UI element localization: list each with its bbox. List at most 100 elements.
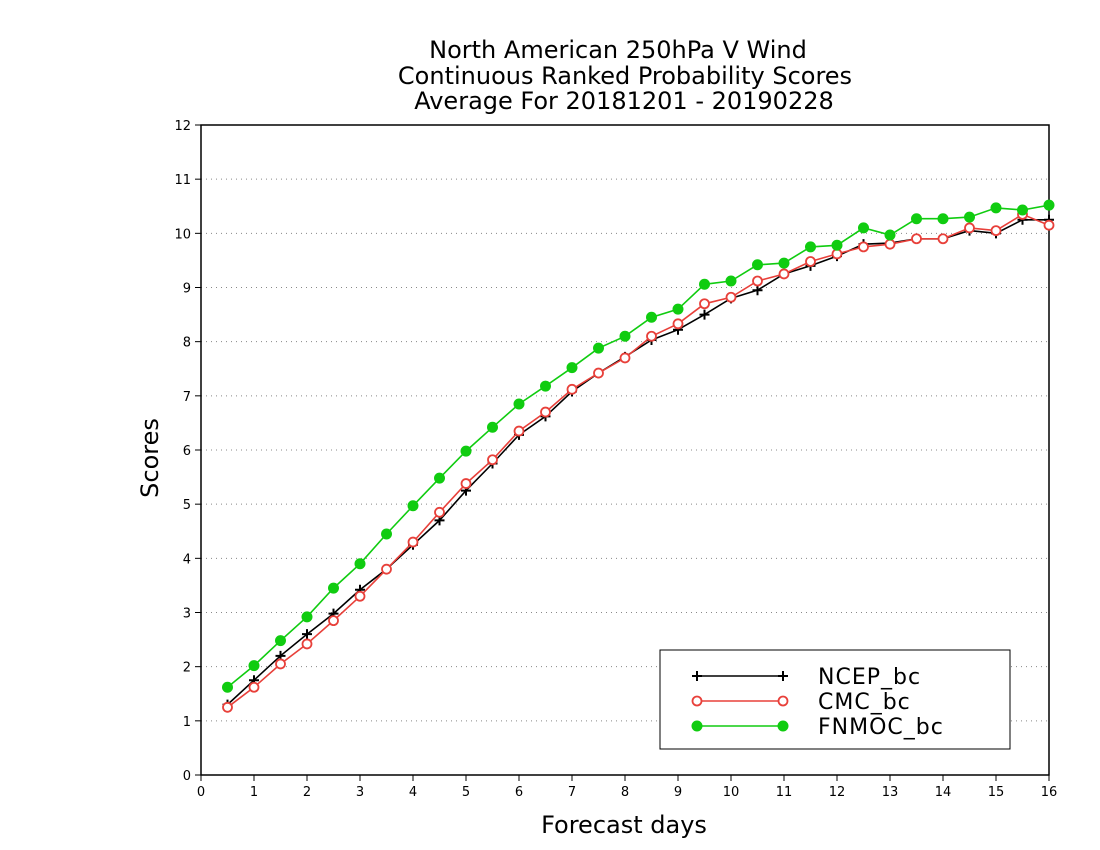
- cmc-bc-point: [752, 275, 763, 287]
- fnmoc-bc-point: [275, 635, 286, 647]
- fnmoc-bc-point: [566, 362, 578, 374]
- fnmoc-bc-point: [884, 229, 896, 241]
- ncep-bc-line: [226, 219, 1049, 706]
- legend-marker-cmc-bc: [691, 695, 703, 707]
- x-tick-label: 13: [882, 785, 899, 800]
- x-tick-label: 5: [462, 785, 470, 800]
- cmc-bc-point: [513, 425, 525, 437]
- cmc-bc-point: [778, 268, 790, 280]
- series-cmc-bc: [222, 208, 1055, 713]
- y-tick-label: 10: [174, 227, 191, 242]
- horizontal-gridlines: [201, 178, 1049, 722]
- chart-title-line-1: North American 250hPa V Wind: [429, 36, 807, 64]
- y-axis-label: Scores: [136, 418, 164, 498]
- fnmoc-bc-line: [226, 204, 1050, 688]
- cmc-bc-point: [354, 590, 366, 602]
- fnmoc-bc-point: [407, 500, 419, 512]
- fnmoc-bc-point: [778, 257, 790, 269]
- cmc-bc-point: [434, 506, 445, 518]
- x-axis-ticks: 0 1 2 3 4 5 6 7 8 9 10 11 12 13 14 15 16: [197, 775, 1057, 800]
- fnmoc-bc-point: [990, 202, 1002, 214]
- ncep-bc-point: [699, 309, 710, 320]
- legend-label-cmc-bc: CMC_bc: [818, 690, 911, 715]
- x-tick-label: 11: [776, 785, 793, 800]
- fnmoc-bc-point: [937, 213, 949, 225]
- cmc-bc-point: [1043, 219, 1055, 231]
- fnmoc-bc-point: [434, 472, 445, 484]
- fnmoc-bc-point: [460, 445, 472, 457]
- fnmoc-bc-point: [964, 211, 975, 223]
- cmc-bc-point: [725, 291, 737, 303]
- y-tick-label: 8: [183, 336, 191, 351]
- y-tick-label: 4: [183, 552, 191, 567]
- y-tick-label: 3: [183, 607, 191, 622]
- cmc-bc-point: [937, 233, 949, 245]
- chart-title-line-2: Continuous Ranked Probability Scores: [398, 62, 852, 90]
- fnmoc-bc-point: [672, 303, 684, 315]
- series-lines: [222, 199, 1055, 713]
- fnmoc-bc-point: [354, 558, 366, 570]
- x-tick-label: 8: [621, 785, 629, 800]
- cmc-bc-point: [911, 233, 922, 245]
- cmc-bc-point: [381, 563, 392, 575]
- x-tick-label: 12: [829, 785, 846, 800]
- legend-item-cmc-bc: CMC_bc: [691, 690, 911, 715]
- x-tick-label: 15: [988, 785, 1005, 800]
- fnmoc-bc-point: [222, 681, 233, 693]
- fnmoc-bc-point: [540, 380, 551, 392]
- fnmoc-bc-point: [301, 611, 313, 623]
- fnmoc-bc-point: [911, 213, 922, 225]
- legend-label-ncep-bc: NCEP_bc: [818, 665, 921, 690]
- fnmoc-bc-point: [646, 311, 657, 323]
- cmc-bc-point: [964, 222, 975, 234]
- y-tick-label: 0: [183, 769, 191, 784]
- cmc-bc-point: [328, 615, 339, 627]
- y-tick-label: 12: [174, 119, 191, 134]
- x-tick-label: 4: [409, 785, 417, 800]
- cmc-bc-point: [990, 225, 1002, 237]
- series-ncep-bc: [222, 214, 1054, 710]
- fnmoc-bc-point: [513, 398, 525, 410]
- x-tick-label: 0: [197, 785, 205, 800]
- cmc-bc-point: [407, 536, 419, 548]
- legend-marker-cmc-bc: [777, 695, 789, 707]
- cmc-bc-point: [248, 681, 260, 693]
- cmc-bc-line: [227, 213, 1050, 708]
- cmc-bc-point: [460, 478, 472, 489]
- cmc-bc-point: [301, 638, 313, 650]
- fnmoc-bc-point: [381, 528, 392, 540]
- fnmoc-bc-point: [725, 275, 737, 287]
- fnmoc-bc-point: [831, 239, 843, 251]
- legend-marker-fnmoc-bc: [691, 720, 703, 732]
- cmc-bc-point: [487, 454, 498, 466]
- fnmoc-bc-point: [593, 342, 604, 354]
- x-axis-label: Forecast days: [541, 811, 707, 839]
- fnmoc-bc-point: [487, 421, 498, 433]
- legend-marker-ncep-bc: [692, 671, 702, 681]
- fnmoc-bc-point: [1043, 199, 1055, 211]
- series-fnmoc-bc: [222, 199, 1055, 693]
- legend-item-fnmoc-bc: FNMOC_bc: [691, 715, 943, 740]
- y-tick-label: 11: [174, 173, 191, 188]
- legend-marker-fnmoc-bc: [777, 720, 789, 732]
- legend-item-ncep-bc: NCEP_bc: [692, 665, 921, 690]
- ncep-bc-point: [752, 285, 763, 296]
- x-tick-label: 6: [515, 785, 523, 800]
- y-tick-label: 1: [183, 715, 191, 730]
- fnmoc-bc-point: [619, 330, 631, 342]
- legend-box: [659, 649, 1011, 750]
- cmc-bc-point: [593, 367, 604, 379]
- cmc-bc-point: [222, 701, 233, 713]
- x-tick-label: 10: [723, 785, 740, 800]
- fnmoc-bc-point: [699, 278, 710, 290]
- x-tick-label: 2: [303, 785, 311, 800]
- cmc-bc-point: [805, 256, 816, 267]
- fnmoc-bc-point: [805, 241, 816, 253]
- fnmoc-bc-point: [328, 582, 339, 594]
- cmc-bc-point: [540, 406, 551, 418]
- cmc-bc-point: [858, 241, 869, 253]
- x-tick-label: 7: [568, 785, 576, 800]
